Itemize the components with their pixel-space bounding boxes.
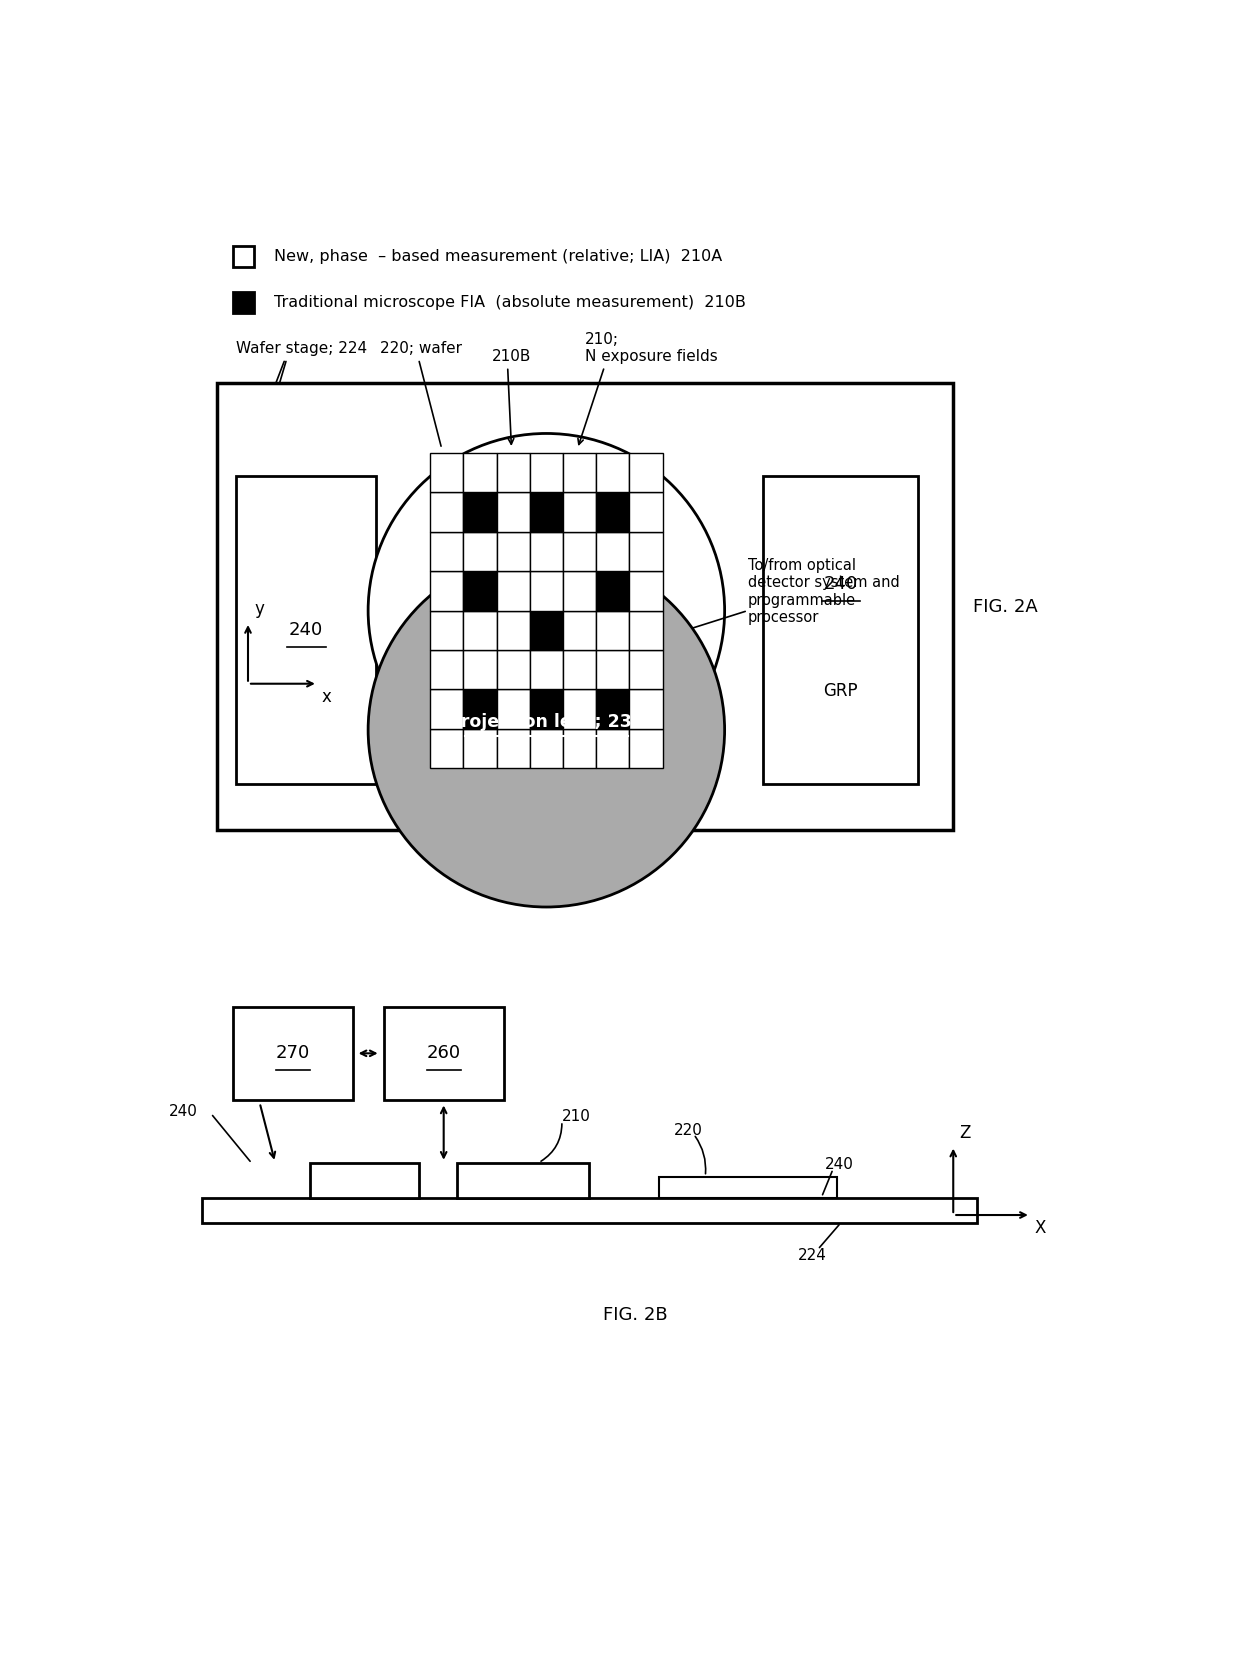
Bar (201, 1198, 977, 1223)
Bar (496, 689, 529, 729)
Bar (430, 689, 464, 729)
Bar (630, 651, 662, 689)
Bar (630, 610, 662, 651)
Bar (464, 651, 496, 689)
Bar (630, 532, 662, 570)
Text: 240: 240 (169, 1104, 197, 1119)
Text: FIG. 2A: FIG. 2A (972, 597, 1038, 615)
Bar (658, 1176, 837, 1198)
Bar (529, 570, 563, 610)
Bar (464, 492, 496, 532)
Text: Projection lens; 230: Projection lens; 230 (449, 714, 645, 731)
Bar (630, 570, 662, 610)
Text: Traditional microscope FIA  (absolute measurement)  210B: Traditional microscope FIA (absolute mea… (274, 295, 745, 310)
Text: 260: 260 (427, 1044, 461, 1063)
Bar (430, 610, 464, 651)
Text: 220; wafer: 220; wafer (379, 342, 461, 357)
Bar (529, 492, 563, 532)
Bar (383, 1007, 503, 1099)
Text: GRP: GRP (823, 682, 858, 701)
Text: x: x (321, 687, 331, 706)
Bar (563, 532, 596, 570)
Bar (764, 475, 919, 784)
Bar (233, 245, 254, 267)
Bar (458, 1164, 589, 1198)
Bar (430, 570, 464, 610)
Bar (630, 492, 662, 532)
Bar (233, 1007, 352, 1099)
Bar (596, 610, 630, 651)
Bar (464, 570, 496, 610)
Text: New, phase  – based measurement (relative; LIA)  210A: New, phase – based measurement (relative… (274, 249, 722, 264)
Bar (464, 689, 496, 729)
Bar (464, 610, 496, 651)
Bar (529, 689, 563, 729)
Bar (596, 532, 630, 570)
Bar (596, 492, 630, 532)
Bar (464, 452, 496, 492)
Bar (563, 452, 596, 492)
Text: 210;
N exposure fields: 210; N exposure fields (585, 332, 718, 364)
Bar (496, 452, 529, 492)
Bar (464, 729, 496, 769)
Bar (464, 532, 496, 570)
Text: FIG. 2B: FIG. 2B (603, 1306, 668, 1324)
Bar (563, 651, 596, 689)
Bar (529, 452, 563, 492)
Bar (529, 532, 563, 570)
Text: 240: 240 (289, 620, 324, 639)
Bar (430, 729, 464, 769)
Bar (596, 651, 630, 689)
Bar (596, 729, 630, 769)
Bar (529, 610, 563, 651)
Bar (496, 492, 529, 532)
Bar (563, 729, 596, 769)
Bar (496, 729, 529, 769)
Bar (563, 570, 596, 610)
Text: Wafer stage; 224: Wafer stage; 224 (237, 342, 367, 357)
Bar (630, 452, 662, 492)
Bar (496, 651, 529, 689)
Bar (563, 492, 596, 532)
Text: 220: 220 (675, 1123, 703, 1138)
Circle shape (368, 552, 724, 907)
Bar (529, 651, 563, 689)
Bar (430, 532, 464, 570)
Bar (310, 1164, 419, 1198)
Bar (630, 689, 662, 729)
Text: 210B: 210B (492, 349, 532, 364)
Text: 240: 240 (823, 574, 858, 592)
Bar (596, 452, 630, 492)
Text: 224: 224 (799, 1248, 827, 1263)
Bar (217, 384, 954, 831)
Text: 210: 210 (562, 1109, 590, 1124)
Bar (563, 689, 596, 729)
Text: Z: Z (960, 1124, 971, 1143)
Circle shape (368, 434, 724, 787)
Text: To/from optical
detector system and
programmable
processor: To/from optical detector system and prog… (748, 557, 900, 626)
Bar (233, 292, 254, 314)
Text: 210A: 210A (396, 787, 434, 802)
Text: 270: 270 (275, 1044, 310, 1063)
Bar (496, 610, 529, 651)
Bar (596, 570, 630, 610)
Bar (496, 532, 529, 570)
Bar (630, 729, 662, 769)
Text: y: y (254, 600, 264, 619)
Bar (596, 689, 630, 729)
Bar (496, 570, 529, 610)
Text: 240: 240 (826, 1158, 854, 1173)
Bar (430, 492, 464, 532)
Bar (563, 610, 596, 651)
Bar (430, 452, 464, 492)
Text: X: X (1034, 1219, 1047, 1238)
Bar (237, 475, 376, 784)
Bar (529, 729, 563, 769)
Bar (430, 651, 464, 689)
